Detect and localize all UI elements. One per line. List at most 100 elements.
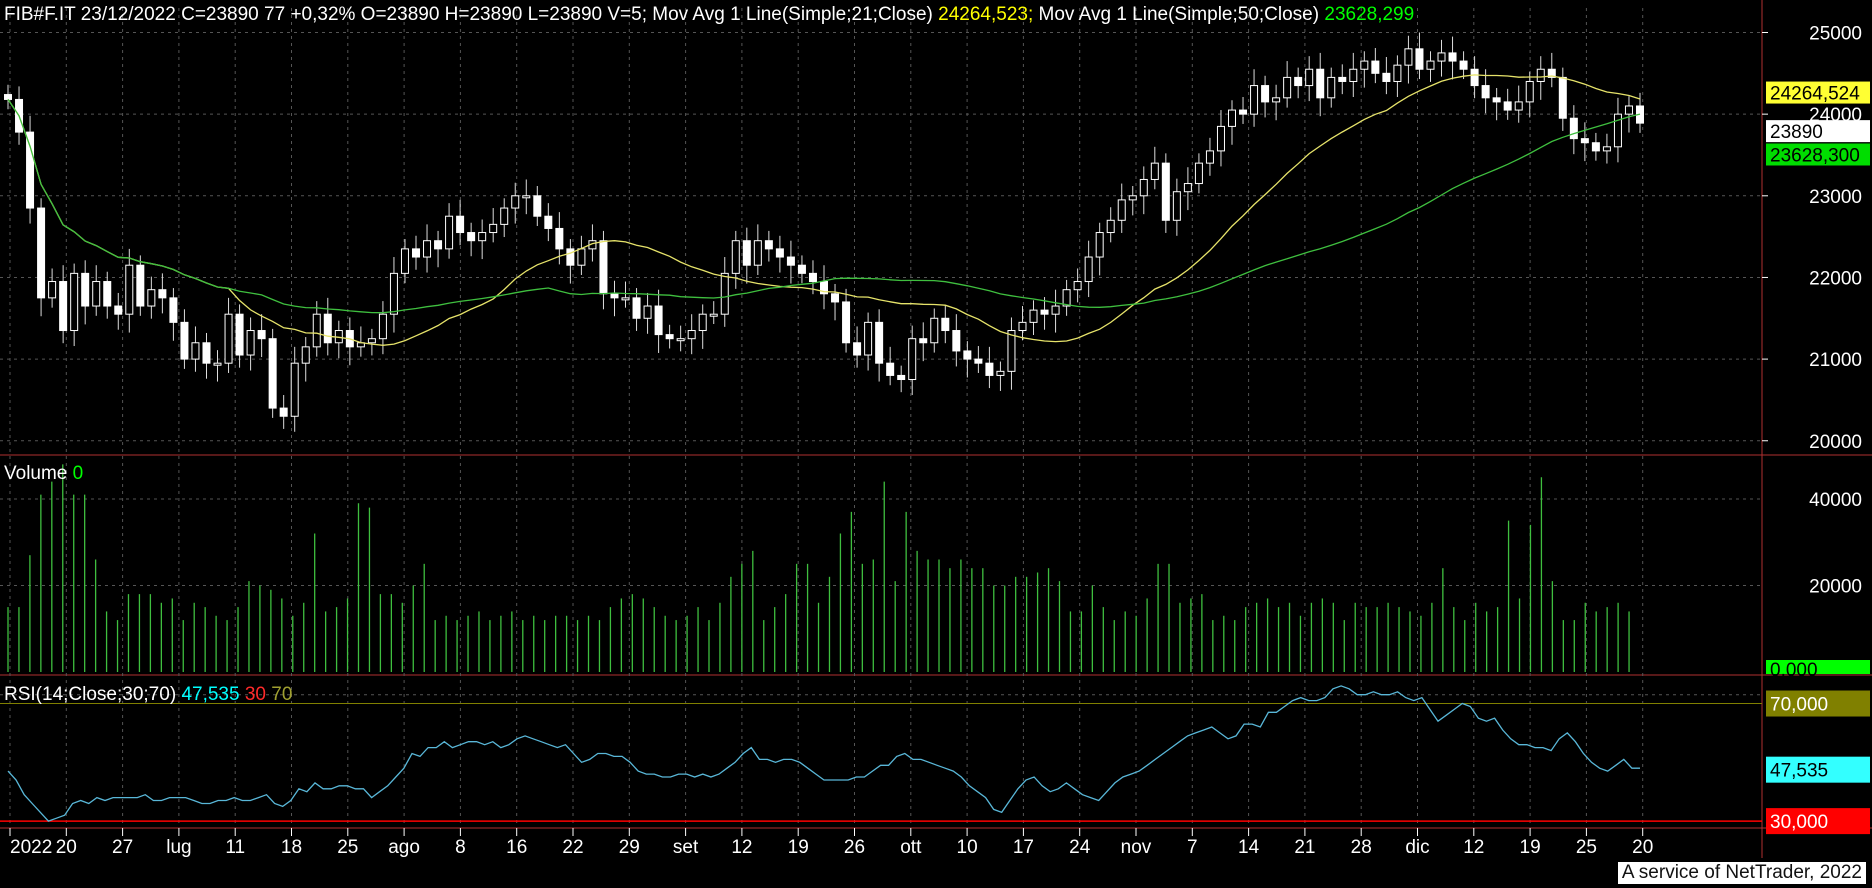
- candle-body: [764, 240, 773, 250]
- x-tick-label: nov: [1121, 837, 1152, 858]
- candle-body: [831, 293, 840, 303]
- candle-body: [555, 227, 564, 250]
- candle-body: [753, 240, 762, 266]
- volume-label-value: 0: [72, 463, 84, 484]
- ma21-badge-bg: [1766, 81, 1870, 104]
- x-tick-label: ott: [900, 837, 922, 858]
- candle-body: [632, 297, 641, 319]
- candle-body: [1327, 76, 1336, 99]
- x-tick-label: 26: [844, 837, 865, 858]
- candle-body: [478, 232, 487, 242]
- candle-body: [643, 305, 652, 319]
- rsi-low-badge: 30,000: [1770, 812, 1828, 833]
- ma50-line: [7, 99, 1641, 314]
- candle-body: [599, 240, 608, 295]
- candle-body: [511, 195, 520, 209]
- candle-body: [59, 281, 68, 332]
- x-tick-label: 12: [731, 837, 752, 858]
- volume-tick-label: 40000: [1809, 490, 1862, 511]
- candle-body: [720, 272, 729, 315]
- x-tick-label: 21: [1294, 837, 1315, 858]
- candle-body: [4, 94, 12, 100]
- candle-body: [908, 338, 917, 381]
- candle-body: [1018, 321, 1027, 332]
- price-tick-label: 22000: [1809, 268, 1862, 289]
- footer-credit: A service of NetTrader, 2022: [1617, 862, 1866, 884]
- price-tick-label: 23000: [1809, 187, 1862, 208]
- x-tick-label: 29: [619, 837, 640, 858]
- candle-body: [445, 215, 454, 250]
- rsi-label-name: RSI(14;Close;30;70): [4, 684, 177, 705]
- x-tick-label: 2022: [10, 837, 52, 858]
- candle-body: [1393, 64, 1402, 82]
- x-tick-label: 24: [1069, 837, 1091, 858]
- rsi-low-badge-bg: [1766, 808, 1870, 835]
- candle-body: [1283, 76, 1292, 99]
- candle-body: [1415, 48, 1424, 70]
- candle-body: [1426, 60, 1435, 70]
- candle-body: [1172, 191, 1181, 221]
- candle-body: [1051, 305, 1060, 315]
- candle-body: [257, 330, 266, 340]
- candle-body: [1459, 60, 1468, 70]
- candle-body: [1062, 289, 1071, 307]
- volume-label-name: Volume: [4, 463, 68, 484]
- candle-body: [786, 256, 795, 266]
- candle-body: [147, 289, 156, 307]
- candle-body: [1250, 85, 1259, 115]
- ma21-value: 24264,523;: [938, 4, 1034, 25]
- candle-body: [301, 346, 310, 364]
- candle-body: [26, 131, 35, 209]
- candle-body: [1371, 60, 1380, 74]
- candle-body: [654, 305, 663, 336]
- price-tick-label: 20000: [1809, 432, 1862, 453]
- candle-body: [665, 334, 674, 340]
- x-tick-label: 19: [788, 837, 809, 858]
- candle-body: [434, 240, 443, 250]
- candle-body: [1437, 52, 1446, 62]
- volume-badge: 0,000: [1770, 660, 1818, 681]
- last-price-badge: 23890: [1770, 122, 1823, 143]
- candle-body: [81, 272, 90, 307]
- candle-body: [1272, 97, 1281, 103]
- candle-body: [92, 281, 101, 307]
- candle-body: [1360, 60, 1369, 70]
- candle-body: [1139, 178, 1148, 197]
- x-tick-label: set: [673, 837, 699, 858]
- volume-badge-bg: [1766, 660, 1870, 674]
- candle-body: [1338, 76, 1347, 82]
- rsi-pane-label: RSI(14;Close;30;70) 47,535 30 70: [4, 684, 292, 706]
- ma50-label: Mov Avg 1 Line(Simple;50;Close): [1038, 4, 1320, 25]
- candle-body: [114, 305, 123, 315]
- symbol-ohlc-text: FIB#F.IT 23/12/2022 C=23890 77 +0,32% O=…: [4, 4, 647, 25]
- candle-body: [1095, 232, 1104, 258]
- candle-body: [1261, 85, 1270, 103]
- rsi-line: [7, 685, 1640, 822]
- price-info-header: FIB#F.IT 23/12/2022 C=23890 77 +0,32% O=…: [4, 4, 1414, 26]
- candle-body: [1602, 146, 1611, 152]
- ma21-label: Mov Avg 1 Line(Simple;21;Close): [652, 4, 933, 25]
- candle-body: [533, 195, 542, 217]
- candle-body: [169, 297, 178, 323]
- candle-body: [489, 223, 498, 234]
- candle-body: [367, 338, 376, 344]
- x-tick-label: 17: [1013, 837, 1034, 858]
- ma21-badge: 24264,524: [1770, 84, 1860, 105]
- candle-body: [279, 407, 288, 417]
- candle-body: [1481, 85, 1490, 99]
- candle-body: [1624, 105, 1633, 115]
- rsi-label-low: 30: [244, 684, 266, 705]
- candle-body: [687, 330, 696, 340]
- candle-body: [544, 215, 553, 229]
- candle-body: [886, 362, 895, 376]
- candle-body: [1205, 150, 1214, 164]
- volume-pane-label: Volume 0: [4, 463, 83, 485]
- candle-body: [577, 248, 586, 266]
- last-price-badge-bg: [1766, 120, 1870, 143]
- candle-body: [1117, 199, 1126, 221]
- candle-body: [180, 321, 189, 360]
- candle-body: [1558, 76, 1567, 119]
- candle-body: [1382, 72, 1391, 82]
- x-tick-label: 25: [1576, 837, 1597, 858]
